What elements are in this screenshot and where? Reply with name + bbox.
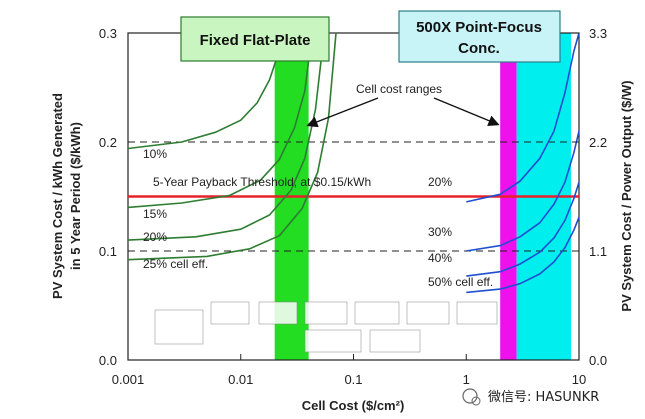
flat-plate-box: Fixed Flat-Plate (180, 16, 330, 62)
concentrator-curve-3 (466, 216, 580, 294)
concentrator-box: 500X Point-Focus Conc. (398, 10, 561, 63)
watermark-text: 微信号: HASUNKR (488, 390, 599, 405)
concentrator-label-3: 50% cell eff. (428, 275, 493, 289)
right-tick-label-0: 0.0 (589, 353, 607, 368)
concentrator-curve-2 (466, 182, 580, 277)
threshold-label: 5-Year Payback Threshold, at $0.15/kWh (153, 175, 371, 189)
watermark: 微信号: HASUNKR (462, 388, 599, 406)
cell-cost-ranges-label: Cell cost ranges (356, 82, 442, 96)
arrow-to-flat-plate (306, 97, 379, 128)
curve-labels: 10% 15% 20% 25% cell eff. 20% 30% 40% 50% cell … (143, 147, 493, 289)
cost-formula-block (154, 301, 498, 353)
wechat-icon-dot (471, 396, 481, 406)
horizontal-lines (128, 141, 579, 252)
cell-efficiency-curves (127, 32, 580, 294)
right-tick-label-3: 3.3 (589, 26, 607, 41)
y-axis-title-line1: PV System Cost / kWh Generated (50, 93, 65, 299)
concentrator-curve-0 (466, 32, 580, 203)
y-tick-label-3: 0.3 (99, 26, 117, 41)
x-tick-label-3: 1 (463, 372, 470, 387)
right-tick-label-2: 2.2 (589, 135, 607, 150)
x-tick-label-1: 0.01 (228, 372, 253, 387)
flat-plate-label-2: 20% (143, 230, 167, 244)
concentrator-label-2: 40% (428, 251, 452, 265)
concentrator-box-label-line1: 500X Point-Focus (416, 19, 542, 36)
flat-plate-label-1: 15% (143, 207, 167, 221)
x-tick-label-2: 0.1 (344, 372, 362, 387)
flat-plate-curve-1 (127, 32, 313, 209)
x-axis-title: Cell Cost ($/cm²) (302, 398, 405, 413)
wechat-icon (462, 388, 478, 404)
right-axis-title: PV System Cost / Power Output ($/W) (619, 80, 634, 311)
y-tick-label-1: 0.1 (99, 244, 117, 259)
y-tick-label-0: 0.0 (99, 353, 117, 368)
concentrator-box-label-line2: Conc. (458, 40, 500, 57)
y-axis-title-line2: in 5 Year Period ($/kWh) (68, 122, 83, 270)
x-tick-label-4: 10 (572, 372, 586, 387)
cell-cost-ranges-annotation: Cell cost ranges (306, 82, 500, 128)
concentrator-label-0: 20% (428, 175, 452, 189)
flat-plate-curve-3 (127, 32, 337, 261)
axis-ticks: 0.001 0.01 0.1 1 100.00.10.20.30.01.12.23.3 (99, 26, 607, 387)
flat-plate-box-label: Fixed Flat-Plate (200, 32, 311, 49)
concentrator-curve-1 (466, 130, 580, 252)
y-tick-label-2: 0.2 (99, 135, 117, 150)
right-tick-label-1: 1.1 (589, 244, 607, 259)
concentrator-label-1: 30% (428, 225, 452, 239)
flat-plate-label-0: 10% (143, 147, 167, 161)
arrow-to-concentrator (433, 97, 500, 126)
flat-plate-label-3: 25% cell eff. (143, 257, 208, 271)
x-tick-label-0: 0.001 (112, 372, 145, 387)
